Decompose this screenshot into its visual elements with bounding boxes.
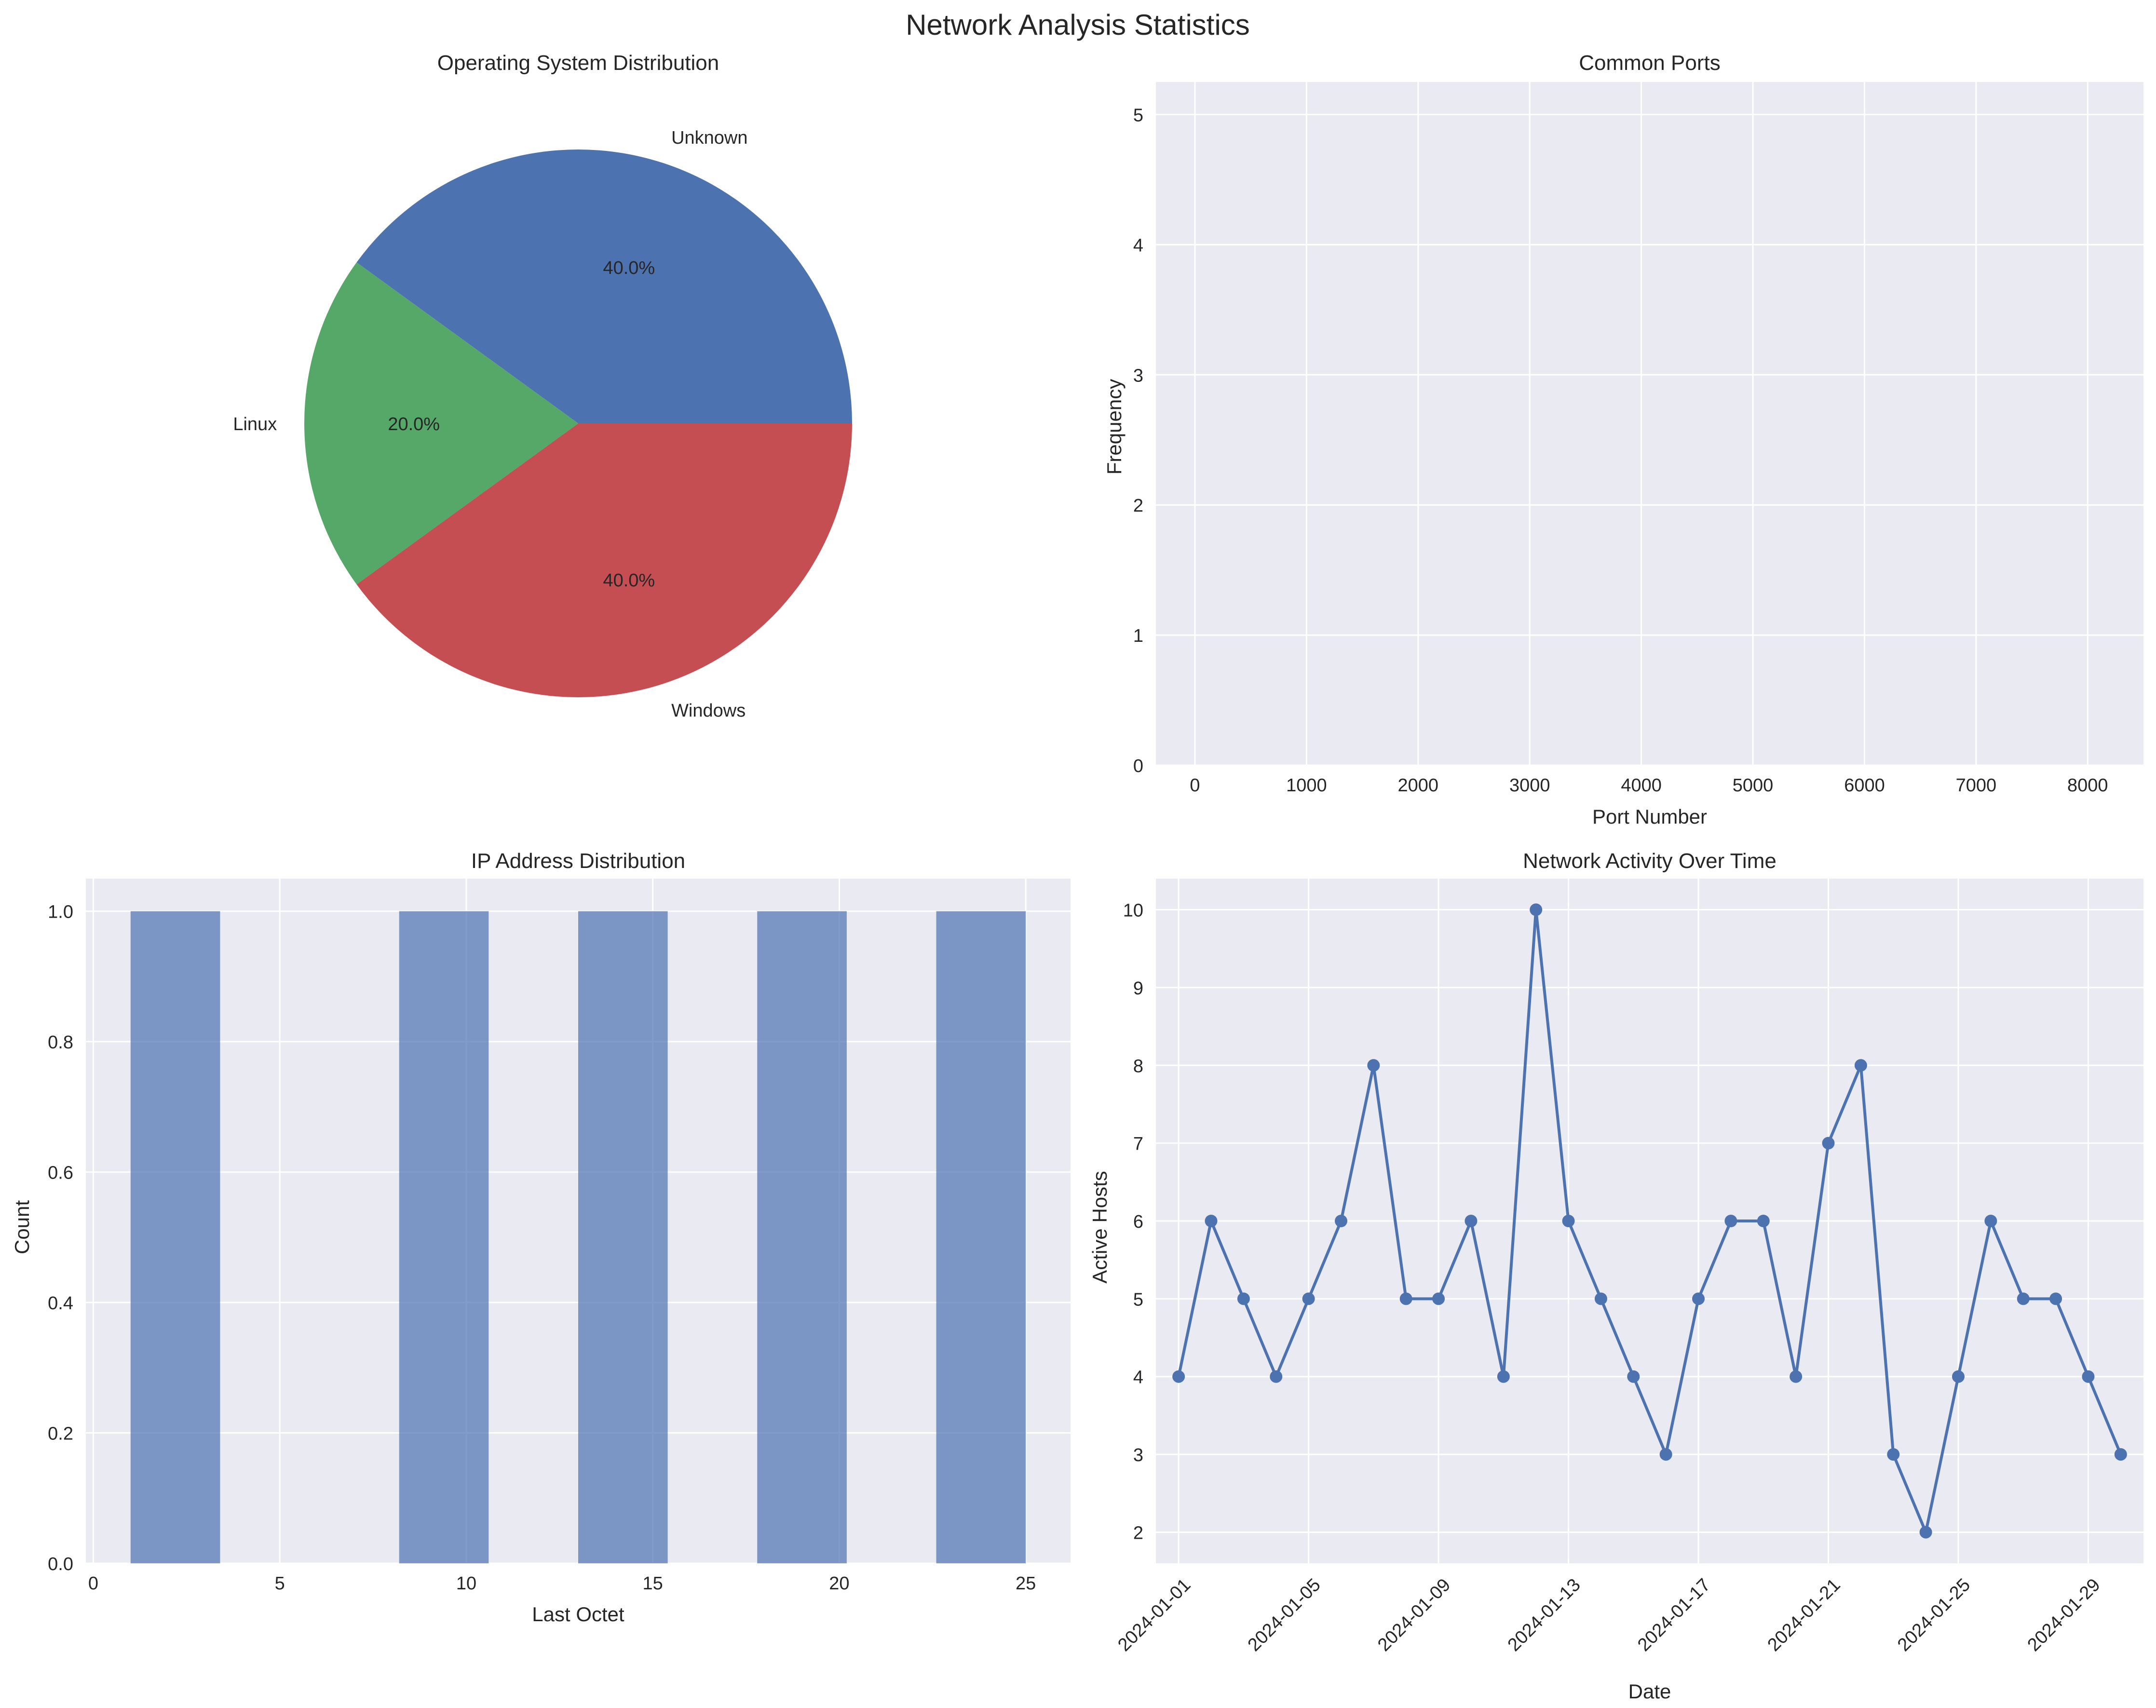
activity-series-line — [1177, 908, 2122, 1534]
activity-data-point — [1302, 1292, 1315, 1305]
activity-data-point — [1497, 1370, 1510, 1383]
ip-x-tick-label: 0 — [88, 1573, 98, 1594]
activity-y-axis-label: Active Hosts — [1088, 1171, 1111, 1283]
activity-data-point — [1919, 1526, 1932, 1539]
ports-x-tick-label: 6000 — [1844, 775, 1885, 796]
pie-label-windows: Windows — [671, 701, 746, 721]
ports-x-tick-label: 1000 — [1286, 775, 1327, 796]
activity-y-tick-label: 6 — [1133, 1212, 1143, 1232]
ip-histogram-bar — [936, 911, 1026, 1563]
ip-y-axis-label: Count — [11, 1200, 33, 1254]
ports-x-tick-label: 5000 — [1733, 775, 1774, 796]
ip-histogram-bar — [399, 911, 489, 1563]
os-pie-title: Operating System Distribution — [437, 51, 719, 75]
pie-slice-windows — [356, 423, 853, 698]
pie-slice-linux — [304, 262, 578, 584]
activity-data-point — [1335, 1215, 1347, 1227]
ports-x-tick-label: 2000 — [1398, 775, 1439, 796]
ip-x-tick-label: 20 — [829, 1573, 849, 1594]
figure-title: Network Analysis Statistics — [906, 9, 1250, 41]
ports-y-tick-label: 3 — [1133, 366, 1143, 386]
activity-data-point — [1432, 1292, 1445, 1305]
ports-x-tick-label: 3000 — [1509, 775, 1550, 796]
pie-pct-unknown: 40.0% — [603, 258, 655, 278]
activity-data-point — [1757, 1215, 1770, 1227]
activity-y-tick-label: 3 — [1133, 1445, 1143, 1465]
activity-data-point — [1594, 1292, 1607, 1305]
activity-chart-title: Network Activity Over Time — [1523, 849, 1776, 873]
activity-y-tick-label: 10 — [1123, 901, 1143, 921]
activity-y-tick-label: 5 — [1133, 1289, 1143, 1310]
activity-y-tick-label: 4 — [1133, 1368, 1143, 1388]
activity-data-point — [1237, 1292, 1250, 1305]
activity-data-point — [2017, 1292, 2030, 1305]
activity-data-point — [1822, 1137, 1835, 1150]
activity-data-point — [1952, 1370, 1965, 1383]
activity-data-point — [1659, 1448, 1672, 1461]
activity-data-point — [2082, 1370, 2095, 1383]
ports-x-tick-label: 8000 — [2067, 775, 2108, 796]
ip-histogram-bar — [578, 911, 668, 1563]
ip-y-tick-label: 0.2 — [48, 1424, 73, 1444]
activity-data-point — [1367, 1059, 1380, 1072]
ports-plot-area — [1156, 82, 2143, 765]
activity-y-tick-label: 2 — [1133, 1523, 1143, 1543]
ports-y-tick-label: 2 — [1133, 496, 1143, 516]
activity-y-tick-label: 9 — [1133, 978, 1143, 999]
ip-y-tick-label: 0.8 — [48, 1032, 73, 1053]
ports-y-tick-label: 5 — [1133, 105, 1143, 125]
activity-data-point — [1270, 1370, 1283, 1383]
activity-data-point — [1205, 1215, 1218, 1227]
ports-x-axis-label: Port Number — [1592, 805, 1707, 828]
activity-data-point — [1627, 1370, 1640, 1383]
activity-y-tick-label: 7 — [1133, 1134, 1143, 1154]
pie-pct-linux: 20.0% — [388, 414, 440, 434]
activity-data-point — [1692, 1292, 1705, 1305]
activity-data-point — [1562, 1215, 1575, 1227]
activity-data-point — [1724, 1215, 1737, 1227]
ip-histogram-bar — [130, 911, 220, 1563]
activity-data-point — [2049, 1292, 2062, 1305]
ip-y-tick-label: 0.4 — [48, 1293, 73, 1314]
activity-data-point — [1464, 1215, 1478, 1227]
ports-y-tick-label: 1 — [1133, 626, 1143, 646]
ip-histogram-chart: IP Address Distribution 0.0 0.2 0.4 0.6 0.8 1… — [11, 849, 1071, 1626]
activity-x-axis-label: Date — [1628, 1680, 1671, 1703]
ip-y-tick-label: 0.6 — [48, 1163, 73, 1183]
ip-x-tick-label: 10 — [456, 1573, 476, 1594]
activity-data-point — [1984, 1215, 1997, 1227]
activity-data-point — [1530, 903, 1543, 916]
ports-bar-chart: Common Ports 0 1 2 3 4 5 0 1000 2000 3000 4000 5000… — [1103, 51, 2143, 828]
ip-y-tick-label: 0.0 — [48, 1554, 73, 1574]
ip-y-tick-label: 1.0 — [48, 902, 73, 922]
ports-y-axis-label: Frequency — [1103, 379, 1125, 474]
activity-data-point — [1172, 1370, 1185, 1383]
activity-data-point — [2114, 1448, 2127, 1461]
ports-x-tick-label: 4000 — [1621, 775, 1662, 796]
ports-y-tick-label: 0 — [1133, 756, 1143, 776]
pie-label-unknown: Unknown — [671, 128, 747, 148]
activity-data-point — [1399, 1292, 1412, 1305]
ports-x-tick-label: 7000 — [1956, 775, 1997, 796]
ip-histogram-bar — [757, 911, 847, 1563]
ip-chart-title: IP Address Distribution — [471, 849, 685, 873]
activity-y-tick-label: 8 — [1133, 1056, 1143, 1076]
ip-x-tick-label: 5 — [275, 1573, 285, 1594]
activity-data-point — [1790, 1370, 1803, 1383]
ports-chart-title: Common Ports — [1579, 51, 1720, 75]
ip-x-tick-label: 25 — [1016, 1573, 1036, 1594]
pie-pct-windows: 40.0% — [603, 570, 655, 591]
activity-data-point — [1887, 1448, 1900, 1461]
pie-label-linux: Linux — [233, 414, 277, 434]
ports-y-tick-label: 4 — [1133, 235, 1143, 256]
pie-slice-unknown — [356, 149, 853, 424]
activity-data-point — [1854, 1059, 1867, 1072]
os-pie-chart: Operating System Distribution Unknown 40.… — [233, 51, 853, 721]
ip-x-tick-label: 15 — [643, 1573, 663, 1594]
ip-x-axis-label: Last Octet — [532, 1603, 624, 1626]
ports-x-tick-label: 0 — [1190, 775, 1200, 796]
